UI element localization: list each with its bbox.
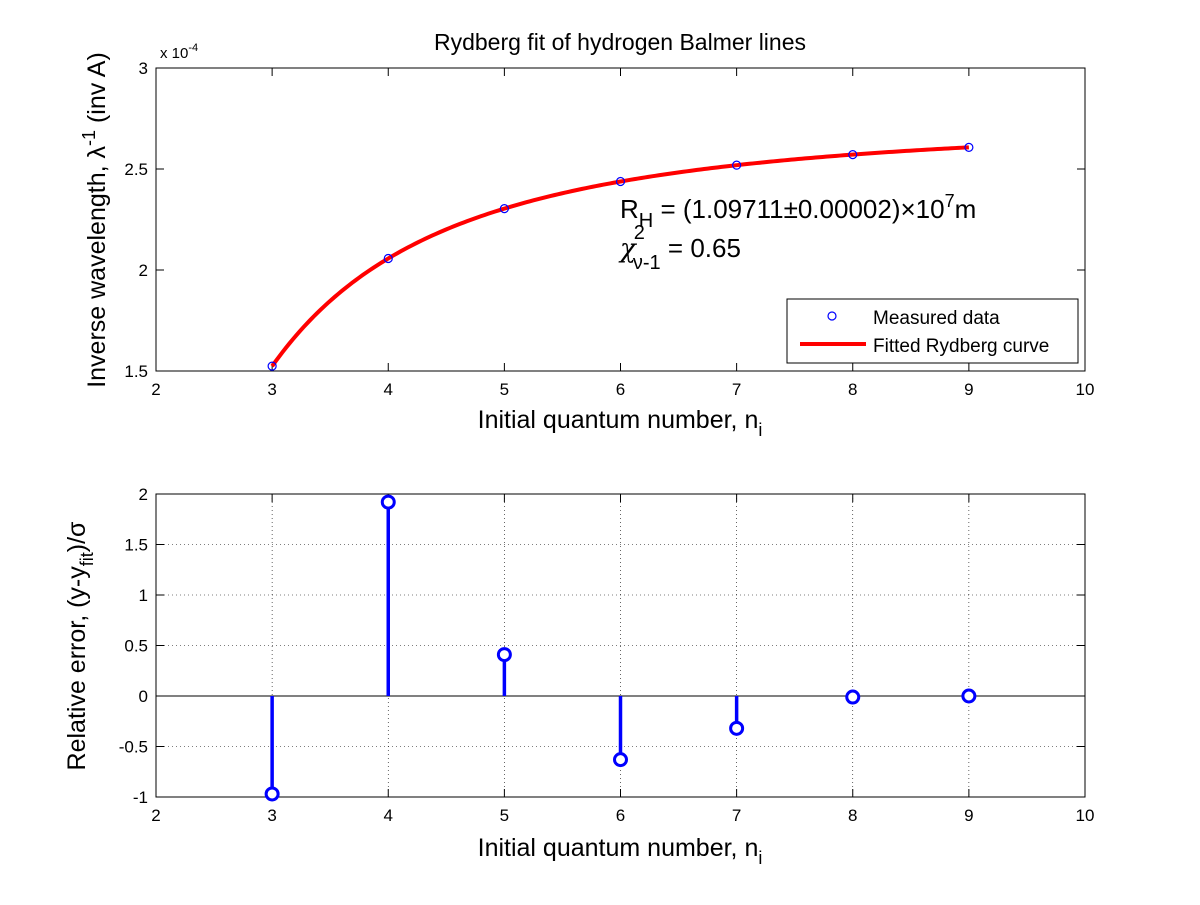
bottom-x-tick-label: 6	[616, 806, 625, 825]
y-multiplier: x 10-4	[160, 42, 198, 62]
bottom-x-tick-label: 8	[848, 806, 857, 825]
fit-annotation: RH = (1.09711±0.00002)×107m χ2 ν-1 = 0.65	[618, 191, 976, 274]
measured-data-point	[964, 142, 974, 152]
top-y-tick-label: 2	[139, 261, 148, 280]
measured-data-point	[732, 160, 742, 170]
bottom-y-tick-label: 2	[139, 485, 148, 504]
bottom-y-tick-label: -1	[133, 788, 148, 807]
bottom-x-tick-label: 4	[384, 806, 393, 825]
bottom-axes: 2 3 4 5 6 7 8 9 10 -1 -0.5 0 0.5 1 1.5 2 Initial quantu…	[63, 485, 1094, 868]
top-x-tick-label: 2	[151, 380, 160, 399]
bottom-y-tick-label: 0.5	[124, 637, 148, 656]
residual-marker	[264, 786, 280, 802]
measured-data-point	[383, 253, 393, 264]
rydberg-constant-text: RH = (1.09711±0.00002)×107m	[620, 191, 976, 232]
bottom-y-tick-label: 1.5	[124, 536, 148, 555]
legend-label-fit: Fitted Rydberg curve	[873, 336, 1049, 357]
top-x-tick-label: 8	[848, 380, 857, 399]
bottom-y-axis-label: Relative error, (y-yfit)/σ	[63, 521, 97, 771]
bottom-y-tick-label: 1	[139, 586, 148, 605]
bottom-x-tick-label: 5	[500, 806, 509, 825]
measured-data-point	[267, 361, 277, 371]
top-x-tick-label: 6	[616, 380, 625, 399]
legend-box	[786, 298, 1079, 364]
chi-squared-text: χ2 ν-1 = 0.65	[618, 222, 741, 274]
top-y-tick-label: 3	[139, 59, 148, 78]
top-x-tick-label: 10	[1076, 380, 1095, 399]
measured-data-point	[615, 176, 626, 187]
residual-marker	[496, 647, 512, 663]
bottom-x-tick-label: 7	[732, 806, 741, 825]
bottom-x-tick-label: 10	[1076, 806, 1095, 825]
bottom-y-tick-label: 0	[139, 687, 148, 706]
residual-marker	[380, 494, 396, 510]
top-x-tick-label: 7	[732, 380, 741, 399]
legend-marker-measured	[827, 311, 837, 321]
fitted-rydberg-curve	[270, 145, 969, 368]
top-y-tick-label: 2.5	[124, 160, 148, 179]
top-x-tick-label: 3	[267, 380, 276, 399]
residual-marker	[845, 689, 861, 705]
chart-title: Rydberg fit of hydrogen Balmer lines	[434, 29, 806, 55]
bottom-x-tick-label: 2	[151, 806, 160, 825]
top-x-tick-label: 5	[500, 380, 509, 399]
residual-marker	[961, 688, 977, 704]
bottom-x-axis-label: Initial quantum number, ni	[478, 834, 763, 868]
top-x-tick-label: 9	[964, 380, 973, 399]
measured-data-point	[848, 150, 858, 160]
residual-marker	[613, 752, 628, 768]
legend-label-measured: Measured data	[873, 308, 1000, 329]
bottom-y-tick-label: -0.5	[119, 738, 148, 757]
top-y-tick-label: 1.5	[124, 362, 148, 381]
measured-data-point	[499, 203, 509, 214]
bottom-x-tick-label: 9	[964, 806, 973, 825]
residual-marker	[729, 720, 745, 736]
legend: Measured data Fitted Rydberg curve	[786, 298, 1079, 364]
top-x-axis-label: Initial quantum number, ni	[478, 406, 763, 440]
top-axes: 2 3 4 5 6 7 8 9 101.522.53 Rydberg fit of hydrog…	[79, 29, 1094, 440]
top-x-tick-label: 4	[384, 380, 393, 399]
top-y-axis-label: Inverse wavelength, λ-1 (inv A)	[79, 52, 111, 388]
bottom-x-tick-label: 3	[267, 806, 276, 825]
